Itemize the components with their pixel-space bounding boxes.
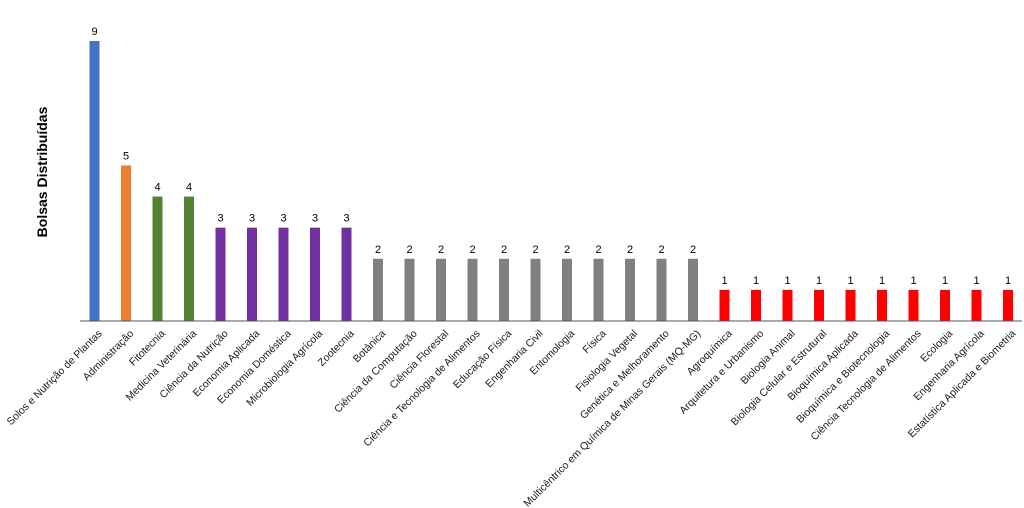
bar xyxy=(625,258,635,321)
bar-value-label: 1 xyxy=(973,275,979,287)
bar-value-label: 1 xyxy=(1005,275,1011,287)
bar xyxy=(121,165,131,321)
bar xyxy=(373,258,383,321)
bar xyxy=(593,258,604,321)
bar xyxy=(341,227,352,321)
bar-value-label: 1 xyxy=(910,275,916,287)
bar-value-label: 9 xyxy=(91,26,97,38)
bar xyxy=(1003,289,1013,321)
bar xyxy=(530,258,541,321)
bar-value-label: 2 xyxy=(658,244,664,256)
bar xyxy=(814,289,824,321)
bar xyxy=(152,196,163,321)
category-labels-group: Solos e Nutrição de PlantasAdministração… xyxy=(5,328,1019,508)
bar-value-label: 2 xyxy=(406,244,412,256)
bar xyxy=(782,289,793,321)
bar-value-label: 2 xyxy=(564,244,570,256)
bar xyxy=(215,227,226,321)
category-label: Física xyxy=(580,328,608,356)
y-axis-title: Bolsas Distribuídas xyxy=(34,106,50,237)
bar-value-label: 1 xyxy=(847,275,853,287)
bar xyxy=(278,227,289,321)
bar-value-label: 3 xyxy=(312,213,318,225)
bar-value-label: 1 xyxy=(753,275,759,287)
bar-value-label: 1 xyxy=(816,275,822,287)
bar xyxy=(404,258,415,321)
bar xyxy=(877,289,887,321)
bar xyxy=(310,227,320,321)
bar-value-label: 1 xyxy=(879,275,885,287)
bar xyxy=(184,196,194,321)
bar xyxy=(89,41,100,321)
bar xyxy=(971,289,982,321)
bar-value-label: 3 xyxy=(343,213,349,225)
bar-value-label: 3 xyxy=(217,213,223,225)
bar-value-label: 4 xyxy=(154,182,160,194)
bars-group xyxy=(89,41,1013,321)
bar xyxy=(499,258,509,321)
category-label: Ciência e Tecnologia de Alimentos xyxy=(361,328,482,449)
category-label: Biologia Animal xyxy=(738,328,797,387)
bar-value-label: 2 xyxy=(469,244,475,256)
bar xyxy=(436,258,446,321)
bar xyxy=(656,258,667,321)
bar-value-label: 2 xyxy=(595,244,601,256)
bar xyxy=(247,227,257,321)
bar xyxy=(845,289,856,321)
bar xyxy=(562,258,572,321)
bar-value-label: 4 xyxy=(186,182,192,194)
bar xyxy=(719,289,730,321)
bar-value-label: 1 xyxy=(784,275,790,287)
bar-value-label: 3 xyxy=(249,213,255,225)
bar xyxy=(940,289,950,321)
bar-value-label: 2 xyxy=(438,244,444,256)
bar xyxy=(751,289,761,321)
data-labels-group: 9 5 4 4 3 3 3 3 3 2 2 2 2 2 2 2 2 2 2 2 1 1 1 1 1 1 1 1 1 1 xyxy=(91,26,1011,287)
bar-value-label: 3 xyxy=(280,213,286,225)
bar-value-label: 5 xyxy=(123,150,129,162)
bar-value-label: 2 xyxy=(501,244,507,256)
bar xyxy=(908,289,919,321)
bar-value-label: 2 xyxy=(532,244,538,256)
bar-value-label: 1 xyxy=(942,275,948,287)
bar-value-label: 2 xyxy=(627,244,633,256)
bar-value-label: 2 xyxy=(375,244,381,256)
bar-value-label: 2 xyxy=(690,244,696,256)
bar xyxy=(688,258,698,321)
bar-value-label: 1 xyxy=(721,275,727,287)
bar xyxy=(467,258,478,321)
